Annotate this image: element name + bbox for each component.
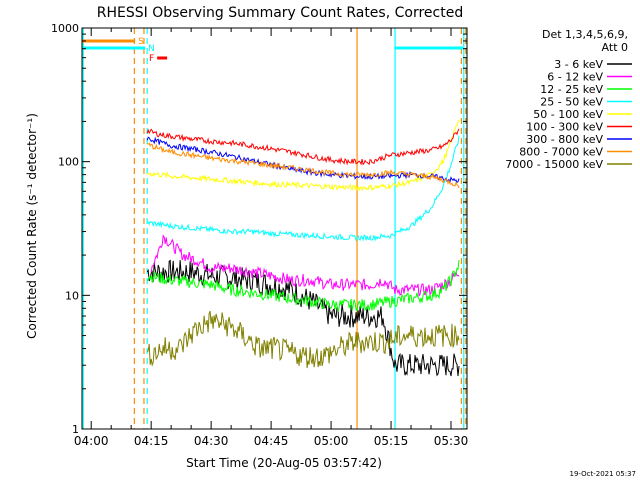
y-tick-label: 100 [58,156,79,169]
legend-label: 6 - 12 keV [547,71,603,84]
legend-header-line-1: Det 1,3,4,5,6,9, [542,28,628,41]
series-line [150,234,460,297]
legend-label: 12 - 25 keV [540,83,603,96]
series-line [146,128,460,166]
footer-timestamp: 19-Oct-2021 05:37 [570,470,636,478]
legend-label: 25 - 50 keV [540,96,603,109]
legend-label: 800 - 7000 keV [519,146,603,159]
legend-label: 7000 - 15000 keV [505,158,603,171]
vertical-markers [82,28,467,429]
legend-label: 3 - 6 keV [554,58,603,71]
series-line [146,259,460,313]
y-axis-label: Corrected Count Rate (s⁻¹ detector⁻¹) [25,113,39,339]
series-line [146,135,460,242]
flag-label: F [149,54,154,64]
y-tick-label: 1 [72,423,79,436]
legend-header-line-2: Att 0 [602,41,628,54]
legend-label: 50 - 100 keV [533,108,603,121]
chart-title: RHESSI Observing Summary Count Rates, Co… [97,5,463,21]
x-tick-label: 04:45 [254,434,289,448]
series-line [146,310,460,369]
x-tick-label: 04:30 [194,434,229,448]
x-axis-ticks: 04:00 04:15 04:30 04:45 05:00 05:15 05:30 [74,28,468,448]
flag-label: N [148,44,155,54]
y-tick-label: 1000 [51,22,79,35]
series-line [147,142,460,189]
legend-label: 100 - 300 keV [526,121,603,134]
flag-bars: SNF [82,37,464,64]
x-tick-label: 05:15 [374,434,409,448]
plot-area: SNF 1 10 100 1000 04:00 04:15 04:30 04:45 05:00… [51,22,468,448]
x-tick-label: 05:30 [434,434,469,448]
y-tick-label: 10 [65,289,79,302]
x-tick-label: 04:00 [74,434,109,448]
series-group [146,119,460,377]
x-axis-label: Start Time (20-Aug-05 03:57:42) [186,456,382,470]
y-axis-ticks: 1 10 100 1000 [51,22,467,436]
series-line [146,136,460,184]
flag-label: S [138,37,144,47]
x-tick-label: 05:00 [314,434,349,448]
x-tick-label: 04:15 [134,434,169,448]
legend-label: 300 - 800 keV [526,133,603,146]
plot-frame [81,27,468,430]
series-line [146,119,460,192]
